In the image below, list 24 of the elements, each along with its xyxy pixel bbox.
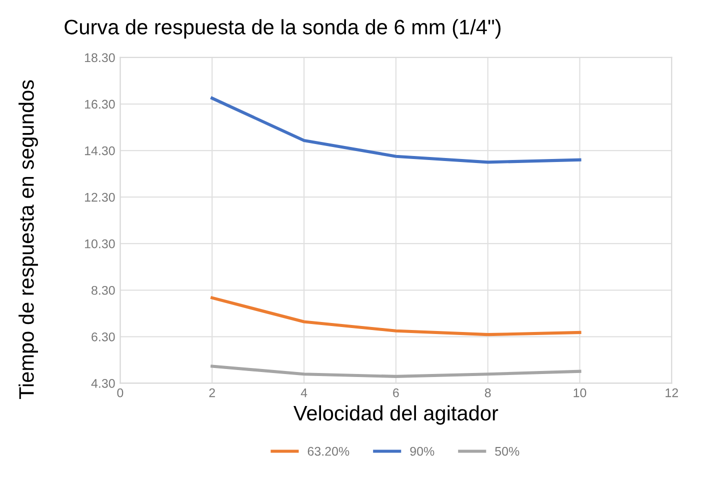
line-series: [210, 364, 582, 378]
y-axis-title: Tiempo de respuesta en segundos: [18, 80, 38, 400]
y-tick-label: 8.30: [92, 286, 115, 295]
y-tick-label: 16.30: [85, 100, 115, 109]
x-tick-label: 8: [484, 388, 491, 398]
x-tick-label: 0: [117, 388, 124, 398]
x-tick-label: 10: [574, 388, 586, 398]
x-axis-title: Velocidad del agitador: [294, 405, 498, 425]
y-tick-label: 4.30: [91, 379, 115, 388]
legend-label: 63.20%: [308, 446, 350, 456]
legend-label: 50%: [495, 446, 520, 456]
y-tick-label: 12.30: [85, 192, 115, 202]
x-tick-label: 6: [393, 388, 399, 398]
y-tick-label: 18.30: [85, 53, 115, 62]
chart-title: Curva de respuesta de la sonda de 6 mm (1/4"): [64, 19, 501, 39]
line-series: [210, 296, 582, 336]
x-tick-label: 4: [300, 388, 308, 398]
line-series: [210, 96, 582, 164]
legend-label: 90%: [410, 446, 434, 456]
x-tick-label: 12: [666, 388, 678, 398]
y-tick-label: 6.30: [92, 332, 115, 342]
y-tick-label: 10.30: [85, 239, 115, 248]
x-tick-label: 2: [209, 388, 215, 398]
y-tick-label: 14.30: [85, 146, 115, 156]
